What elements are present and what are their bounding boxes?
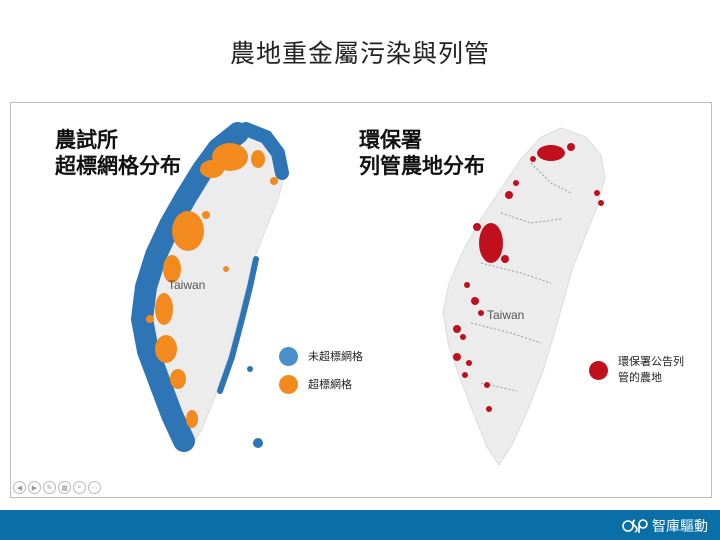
brand-name: 智庫驅動 xyxy=(652,519,708,535)
footer-bar: 智庫驅動 xyxy=(0,510,720,540)
left-legend-item-over: 超標網格 xyxy=(279,375,352,394)
left-map-heading: 農試所 超標網格分布 xyxy=(55,127,181,179)
slides-grid-icon[interactable]: ▦ xyxy=(58,481,71,494)
legend-label-normal: 未超標網格 xyxy=(308,349,363,363)
left-map-label: Taiwan xyxy=(168,278,205,292)
left-islet xyxy=(253,438,263,448)
footer-brand: 智庫驅動 xyxy=(622,516,708,536)
left-exceed-grid-points xyxy=(146,143,278,428)
left-taiwan-map: Taiwan xyxy=(131,122,289,452)
brand-logo-icon xyxy=(622,519,648,533)
right-island-shape xyxy=(442,127,606,466)
legend-dot-blue xyxy=(279,347,298,366)
right-heading-line1: 環保署 xyxy=(359,128,422,152)
next-slide-icon[interactable]: ▶ xyxy=(28,481,41,494)
more-options-icon[interactable]: ⋯ xyxy=(88,481,101,494)
right-legend-item: 環保署公告列 管的農地 xyxy=(589,354,684,386)
right-heading-line2: 列管農地分布 xyxy=(359,154,485,178)
prev-slide-icon[interactable]: ◀ xyxy=(13,481,26,494)
zoom-icon[interactable]: ⌕ xyxy=(73,481,86,494)
legend-text-block: 環保署公告列 管的農地 xyxy=(618,354,684,386)
legend-dot-red xyxy=(589,360,608,380)
legend-label-line1: 環保署公告列 xyxy=(618,355,684,368)
left-heading-line2: 超標網格分布 xyxy=(55,154,181,178)
legend-label-line2: 管的農地 xyxy=(618,371,662,384)
right-map-label: Taiwan xyxy=(487,308,524,322)
left-legend-item-normal: 未超標網格 xyxy=(279,347,363,366)
left-islet xyxy=(247,366,253,372)
legend-dot-orange xyxy=(279,375,298,394)
pen-icon[interactable]: ✎ xyxy=(43,481,56,494)
slide-content-frame: 農試所 超標網格分布 Taiwan 未超標網格 xyxy=(10,102,712,498)
right-taiwan-map: Taiwan xyxy=(442,127,606,466)
right-listed-farmland-points xyxy=(453,143,604,412)
left-grid-band-north xyxy=(239,122,289,180)
right-county-boundaries xyxy=(470,162,572,392)
left-heading-line1: 農試所 xyxy=(55,128,118,152)
slide-title: 農地重金屬污染與列管 xyxy=(229,39,490,68)
left-grid-band-east xyxy=(217,256,259,394)
right-map-heading: 環保署 列管農地分布 xyxy=(359,127,485,179)
legend-label-over: 超標網格 xyxy=(308,377,352,391)
slideshow-controls: ◀ ▶ ✎ ▦ ⌕ ⋯ xyxy=(13,481,101,494)
